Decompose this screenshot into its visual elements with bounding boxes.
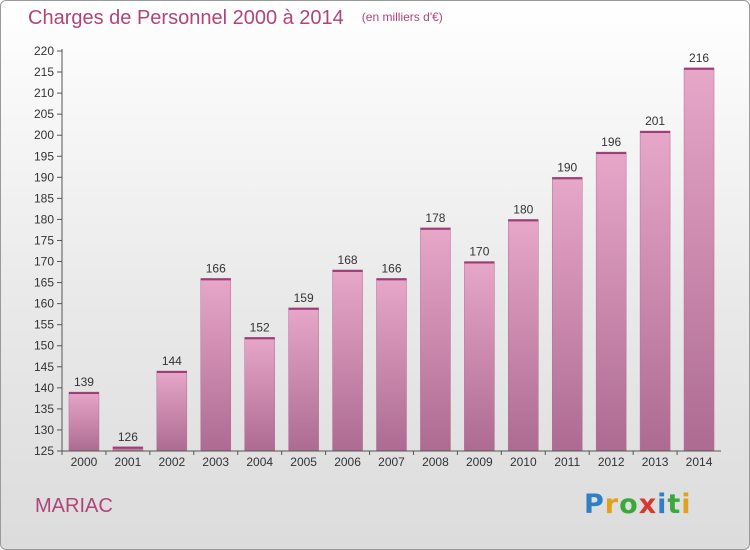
data-label-2006: 168 [338,253,358,267]
y-tick-label-200: 200 [34,128,54,142]
bar-top-2001 [112,446,143,449]
x-tick-label-2012: 2012 [598,455,625,469]
y-tick-label-180: 180 [34,212,54,226]
y-tick-label-170: 170 [34,255,54,269]
y-tick-label-195: 195 [34,149,54,163]
y-tick-label-160: 160 [34,297,54,311]
bar-top-2010 [508,219,539,222]
axes-group: 2000 2001 2002 2003 2004 2005 2006 2007 2008 2009… [34,44,721,469]
proxiti-logo: Proxiti [584,489,692,520]
y-tick-label-215: 215 [34,65,54,79]
x-tick-label-2003: 2003 [202,455,229,469]
bar-2005 [288,307,319,452]
data-label-2004: 152 [250,320,270,334]
x-tick-label-2008: 2008 [422,455,449,469]
bar-top-2002 [156,371,187,373]
x-tick-label-2014: 2014 [686,455,713,469]
x-tick-label-2010: 2010 [510,455,537,469]
x-tick-label-2001: 2001 [115,455,142,469]
bar-top-2011 [552,177,583,180]
bar-2003 [200,278,232,452]
x-tick-label-2013: 2013 [642,455,669,469]
data-label-2013: 201 [645,114,665,128]
data-label-2014: 216 [689,51,709,65]
bar-top-2009 [464,261,495,264]
bar-2004 [244,337,275,452]
chart-subtitle: (en milliers d'€) [361,10,443,24]
bar-top-2000 [68,392,99,395]
y-tick-label-220: 220 [34,44,54,58]
x-tick-label-2005: 2005 [290,455,317,469]
data-label-2009: 170 [469,245,489,259]
x-tick-label-2004: 2004 [246,455,273,469]
bar-2002 [156,370,188,452]
x-tick-label-2000: 2000 [71,455,98,469]
data-label-2001: 126 [118,430,138,444]
data-label-2007: 166 [381,261,401,275]
y-tick-label-210: 210 [34,86,54,100]
y-tick-label-150: 150 [34,339,54,353]
y-tick-label-185: 185 [34,191,54,205]
data-label-2005: 159 [294,291,314,305]
x-tick-label-2007: 2007 [378,455,405,469]
bar-top-2008 [420,227,451,230]
y-tick-label-175: 175 [34,233,54,247]
data-label-2010: 180 [513,202,533,216]
bar-top-2006 [332,269,363,272]
title-text: Charges de Personnel 2000 à 2014 [28,7,344,29]
y-tick-label-140: 140 [34,381,54,395]
data-label-2012: 196 [601,135,621,149]
bar-2011 [551,177,583,452]
bar-2012 [595,151,627,452]
y-tick-label-155: 155 [34,318,54,332]
bar-2008 [420,227,451,452]
y-tick-label-190: 190 [34,170,54,184]
y-tick-label-130: 130 [34,423,54,437]
bar-2007 [376,278,407,452]
data-label-2002: 144 [162,354,182,368]
bar-top-2003 [200,278,231,281]
data-label-2003: 166 [206,261,226,275]
x-tick-label-2002: 2002 [158,455,185,469]
bars-group: 139 126 144 166 152 159 168 166 178 170 180 190 196 2… [68,51,715,452]
x-tick-label-2009: 2009 [466,455,493,469]
chart-title: Charges de Personnel 2000 à 2014 (en mill… [28,7,443,30]
x-tick-label-2011: 2011 [554,455,580,469]
bar-2014 [683,67,715,452]
x-tick-label-2006: 2006 [334,455,361,469]
bar-top-2014 [684,67,715,70]
bar-top-2004 [244,337,275,340]
bar-2000 [68,391,100,452]
data-label-2008: 178 [425,211,445,225]
y-tick-label-125: 125 [34,444,54,458]
bar-top-2005 [288,307,319,310]
data-label-2000: 139 [74,375,94,389]
bar-top-2007 [376,278,407,281]
y-tick-label-165: 165 [34,276,54,290]
y-tick-label-205: 205 [34,107,54,121]
bar-top-2013 [640,131,671,133]
commune-name: MARIAC [35,495,113,517]
y-tick-label-145: 145 [34,360,54,374]
bar-2009 [464,261,495,452]
data-label-2011: 190 [557,160,577,174]
y-tick-label-135: 135 [34,402,54,416]
bar-2010 [508,219,539,452]
bar-2006 [332,269,363,452]
bar-top-2012 [596,152,627,155]
bar-2013 [639,130,671,452]
